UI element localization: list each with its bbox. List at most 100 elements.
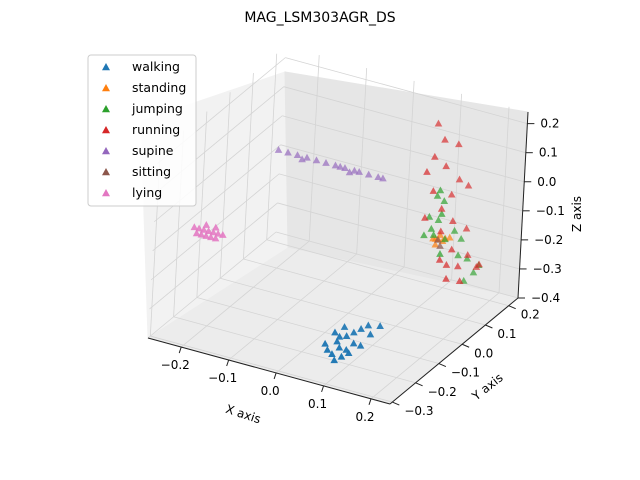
data-point-jumping bbox=[454, 251, 462, 259]
grid-line-y-floor bbox=[266, 239, 509, 307]
data-point-jumping bbox=[425, 212, 434, 220]
data-point-jumping bbox=[457, 234, 465, 242]
data-point-supine bbox=[364, 170, 373, 178]
y-tick-label: 0.2 bbox=[521, 308, 540, 322]
data-point-walking bbox=[357, 325, 365, 332]
legend-marker-standing bbox=[102, 84, 110, 92]
y-tick-mark bbox=[485, 324, 493, 329]
x-tick-label: −0.2 bbox=[161, 358, 190, 372]
y-tick-label: 0.1 bbox=[497, 327, 516, 341]
y-tick-mark bbox=[508, 305, 516, 310]
data-point-running bbox=[463, 251, 472, 258]
data-point-running bbox=[447, 245, 456, 253]
data-point-supine bbox=[374, 173, 382, 181]
data-point-running bbox=[454, 262, 462, 270]
data-point-supine bbox=[336, 162, 345, 170]
grid-line-x-back bbox=[356, 67, 368, 255]
grid-line-y-floor bbox=[173, 316, 416, 384]
axis-panes bbox=[140, 71, 529, 405]
legend-box bbox=[87, 54, 197, 207]
data-point-supine bbox=[312, 156, 321, 164]
data-point-running bbox=[455, 175, 464, 183]
grid-line-y-floor bbox=[220, 277, 463, 345]
grid-line-z-right bbox=[277, 202, 520, 270]
data-point-running bbox=[431, 152, 439, 160]
data-point-running bbox=[434, 119, 443, 127]
data-point-supine bbox=[293, 151, 302, 159]
grid-line-x-floor bbox=[275, 266, 405, 374]
data-point-walking bbox=[356, 341, 365, 349]
data-points bbox=[190, 119, 483, 364]
x-tick-label: −0.1 bbox=[208, 371, 237, 385]
grid-line-z-left bbox=[147, 231, 277, 339]
data-point-walking bbox=[364, 321, 373, 329]
data-point-supine bbox=[331, 161, 340, 169]
data-point-supine bbox=[284, 148, 292, 156]
y-tick-label: 0.0 bbox=[474, 346, 493, 360]
y-tick-label: −0.2 bbox=[428, 385, 457, 399]
data-point-running bbox=[441, 135, 449, 143]
z-tick-label: −0.3 bbox=[533, 262, 562, 276]
x-tick-mark bbox=[321, 385, 325, 393]
grid-line-z-right bbox=[280, 144, 523, 212]
legend-marker-jumping bbox=[102, 105, 110, 113]
data-point-lying bbox=[204, 227, 213, 235]
grid-line-z-left bbox=[152, 144, 281, 252]
series-running bbox=[421, 119, 483, 285]
x-tick-mark bbox=[368, 398, 372, 405]
x-axis-line bbox=[147, 337, 391, 405]
data-point-walking bbox=[349, 339, 358, 347]
grid-line-y-back bbox=[196, 111, 208, 298]
data-point-supine bbox=[345, 168, 354, 176]
data-point-running bbox=[437, 227, 445, 235]
data-point-walking bbox=[366, 330, 375, 338]
data-point-lying bbox=[202, 231, 210, 239]
data-point-running bbox=[421, 213, 429, 221]
legend-label-supine: supine bbox=[132, 143, 174, 158]
grid-line-y-back bbox=[266, 53, 278, 240]
z-tick-label: −0.2 bbox=[534, 233, 563, 247]
z-tick-label: 0.2 bbox=[540, 117, 559, 131]
data-point-lying bbox=[202, 221, 211, 228]
data-point-jumping bbox=[441, 235, 449, 243]
series-lying bbox=[190, 221, 227, 242]
z-tick-label: 0.1 bbox=[539, 146, 558, 160]
data-point-lying bbox=[192, 229, 201, 237]
data-point-walking bbox=[340, 323, 349, 330]
legend-marker-running bbox=[102, 126, 110, 134]
grid-line-z-left bbox=[149, 202, 278, 310]
data-point-jumping bbox=[440, 197, 449, 204]
data-point-standing bbox=[431, 240, 440, 248]
series-sitting bbox=[433, 235, 444, 249]
data-point-running bbox=[464, 181, 473, 189]
data-point-supine bbox=[350, 166, 359, 174]
data-point-supine bbox=[355, 168, 364, 175]
data-point-supine bbox=[303, 153, 311, 161]
y-tick-mark bbox=[392, 401, 400, 406]
data-point-walking bbox=[342, 332, 351, 339]
data-point-lying bbox=[197, 230, 206, 238]
data-point-lying bbox=[211, 234, 220, 242]
x-tick-mark bbox=[178, 346, 182, 354]
grid-line-x-back bbox=[403, 80, 415, 267]
data-point-supine bbox=[274, 146, 283, 153]
legend-label-sitting: sitting bbox=[132, 164, 171, 179]
data-point-running bbox=[475, 260, 483, 268]
data-point-running bbox=[442, 162, 450, 170]
x-tick-label: 0.2 bbox=[355, 410, 374, 424]
data-point-standing bbox=[445, 233, 454, 241]
grid-line-y-back bbox=[219, 92, 231, 279]
data-point-sitting bbox=[436, 241, 444, 249]
data-point-running bbox=[429, 187, 438, 194]
x-tick-mark bbox=[273, 372, 277, 380]
data-point-jumping bbox=[436, 250, 444, 257]
data-point-running bbox=[435, 255, 444, 263]
data-point-walking bbox=[330, 356, 339, 364]
tick-labels: −0.2 −0.1 0.0 0.1 0.2 −0.3 −0.2 −0.1 0.0 0.1 0.2 −0… bbox=[161, 117, 565, 424]
axis-lines bbox=[147, 111, 529, 405]
data-point-walking bbox=[344, 349, 353, 357]
data-point-running bbox=[423, 168, 431, 175]
x-tick-mark bbox=[226, 359, 230, 367]
data-point-sitting bbox=[433, 235, 442, 243]
grid-line-z-right bbox=[279, 173, 522, 241]
